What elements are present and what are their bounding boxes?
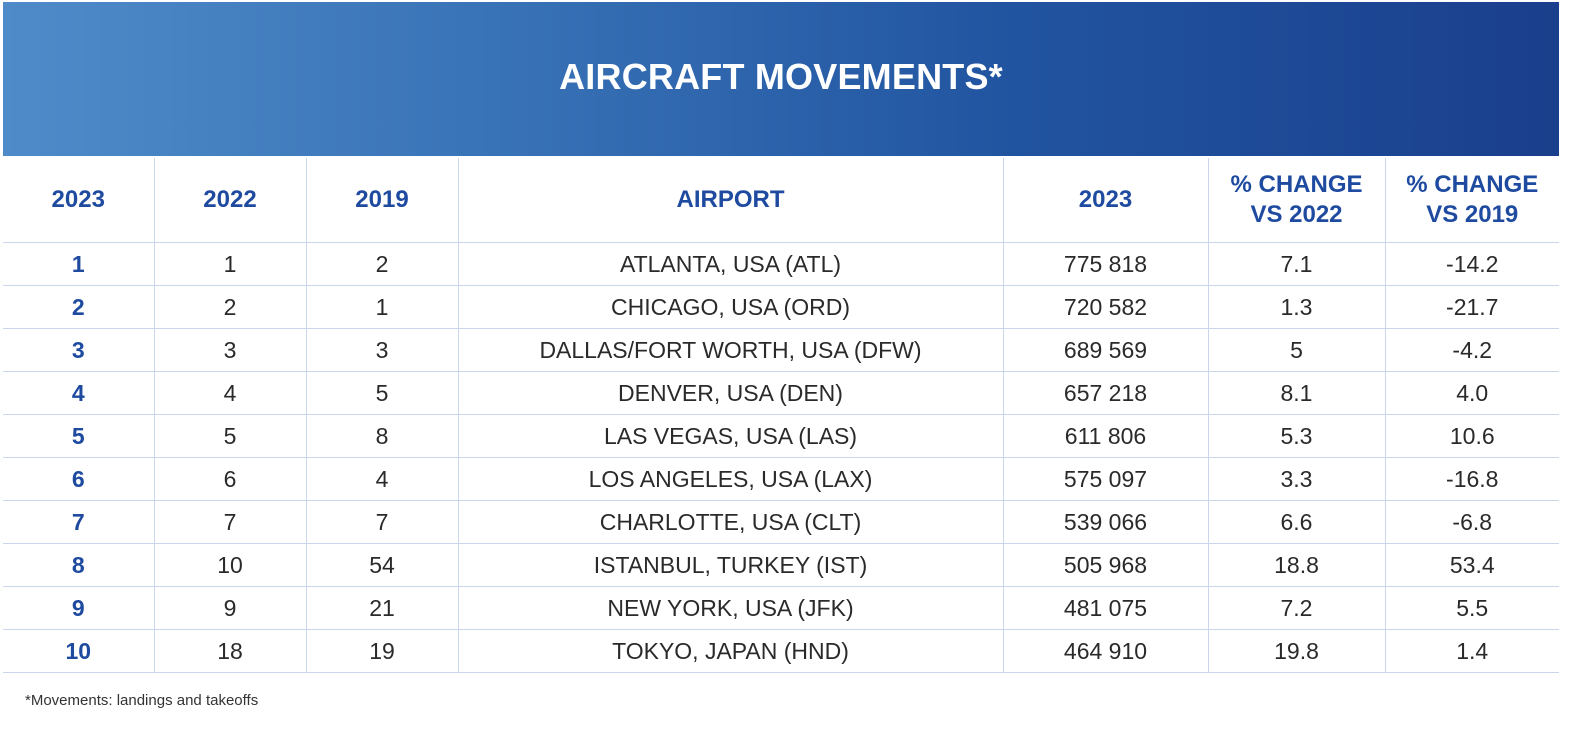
cell-rank-2023: 3 [3,328,155,372]
cell-movements-2023: 689 569 [1002,328,1209,372]
cell-rank-2019: 5 [305,371,459,415]
cell-rank-2023: 2 [3,285,155,329]
cell-change-vs-2019: 53.4 [1384,543,1559,587]
cell-movements-2023: 464 910 [1002,629,1209,673]
table-row: 7 7 7 CHARLOTTE, USA (CLT) 539 066 6.6 -6.8 [3,500,1559,544]
cell-movements-2023: 481 075 [1002,586,1209,630]
cell-rank-2019: 2 [305,242,459,286]
cell-rank-2023: 4 [3,371,155,415]
cell-rank-2022: 5 [153,414,307,458]
cell-change-vs-2022: 1.3 [1207,285,1386,329]
cell-rank-2019: 7 [305,500,459,544]
cell-airport: DENVER, USA (DEN) [457,371,1004,415]
cell-rank-2019: 4 [305,457,459,501]
table-row: 10 18 19 TOKYO, JAPAN (HND) 464 910 19.8 1.4 [3,629,1559,673]
table-title: AIRCRAFT MOVEMENTS* [559,56,1003,97]
cell-rank-2019: 3 [305,328,459,372]
cell-airport: NEW YORK, USA (JFK) [457,586,1004,630]
cell-rank-2022: 6 [153,457,307,501]
cell-airport: DALLAS/FORT WORTH, USA (DFW) [457,328,1004,372]
cell-change-vs-2022: 7.2 [1207,586,1386,630]
cell-airport: ISTANBUL, TURKEY (IST) [457,543,1004,587]
cell-airport: ATLANTA, USA (ATL) [457,242,1004,286]
cell-rank-2022: 7 [153,500,307,544]
cell-change-vs-2022: 5.3 [1207,414,1386,458]
header-change-vs-2019-line2: VS 2019 [1426,201,1519,228]
cell-change-vs-2019: -21.7 [1384,285,1559,329]
table-row: 4 4 5 DENVER, USA (DEN) 657 218 8.1 4.0 [3,371,1559,415]
header-rank-2022: 2022 [153,158,307,243]
cell-movements-2023: 505 968 [1002,543,1209,587]
cell-change-vs-2022: 7.1 [1207,242,1386,286]
cell-movements-2023: 775 818 [1002,242,1209,286]
header-change-vs-2019-line1: % CHANGE [1406,171,1539,198]
cell-change-vs-2019: 10.6 [1384,414,1559,458]
cell-rank-2022: 2 [153,285,307,329]
cell-change-vs-2019: 1.4 [1384,629,1559,673]
cell-airport: TOKYO, JAPAN (HND) [457,629,1004,673]
movements-table: 2023 2022 2019 AIRPORT 2023 % CHANGE VS … [3,158,1559,673]
cell-rank-2023: 1 [3,242,155,286]
cell-rank-2023: 9 [3,586,155,630]
cell-rank-2022: 1 [153,242,307,286]
cell-change-vs-2022: 3.3 [1207,457,1386,501]
cell-rank-2019: 8 [305,414,459,458]
cell-change-vs-2019: -16.8 [1384,457,1559,501]
aircraft-movements-table-card: AIRCRAFT MOVEMENTS* 2023 2022 2019 AIRPO… [3,2,1559,720]
cell-rank-2022: 9 [153,586,307,630]
cell-rank-2023: 8 [3,543,155,587]
cell-airport: CHARLOTTE, USA (CLT) [457,500,1004,544]
table-row: 3 3 3 DALLAS/FORT WORTH, USA (DFW) 689 569 5-… [3,328,1559,372]
cell-rank-2023: 6 [3,457,155,501]
header-change-vs-2022-line1: % CHANGE [1230,171,1363,198]
cell-change-vs-2019: -6.8 [1384,500,1559,544]
cell-rank-2022: 4 [153,371,307,415]
header-row: 2023 2022 2019 AIRPORT 2023 % CHANGE VS … [3,158,1559,243]
cell-change-vs-2022: 8.1 [1207,371,1386,415]
cell-change-vs-2022: 19.8 [1207,629,1386,673]
table-row: 5 5 8 LAS VEGAS, USA (LAS) 611 806 5.3 10.6 [3,414,1559,458]
header-change-vs-2022: % CHANGE VS 2022 [1207,158,1386,243]
cell-change-vs-2019: 4.0 [1384,371,1559,415]
table-body: 1 1 2 ATLANTA, USA (ATL) 775 818 7.1 -14.2 2 2 1 C… [3,242,1559,673]
cell-movements-2023: 575 097 [1002,457,1209,501]
cell-movements-2023: 539 066 [1002,500,1209,544]
cell-rank-2022: 3 [153,328,307,372]
title-banner: AIRCRAFT MOVEMENTS* [3,2,1559,156]
cell-rank-2019: 1 [305,285,459,329]
cell-rank-2023: 7 [3,500,155,544]
cell-airport: CHICAGO, USA (ORD) [457,285,1004,329]
cell-change-vs-2019: 5.5 [1384,586,1559,630]
header-rank-2023: 2023 [3,158,155,243]
header-airport: AIRPORT [457,158,1004,243]
table-row: 8 10 54 ISTANBUL, TURKEY (IST) 505 968 18.8 53… [3,543,1559,587]
cell-change-vs-2019: -14.2 [1384,242,1559,286]
cell-movements-2023: 657 218 [1002,371,1209,415]
header-movements-2023: 2023 [1002,158,1209,243]
table-row: 2 2 1 CHICAGO, USA (ORD) 720 582 1.3 -21.7 [3,285,1559,329]
cell-change-vs-2022: 6.6 [1207,500,1386,544]
cell-rank-2023: 10 [3,629,155,673]
cell-change-vs-2022: 18.8 [1207,543,1386,587]
table-row: 6 6 4 LOS ANGELES, USA (LAX) 575 097 3.3 -16.8 [3,457,1559,501]
cell-rank-2023: 5 [3,414,155,458]
cell-airport: LOS ANGELES, USA (LAX) [457,457,1004,501]
cell-change-vs-2019: -4.2 [1384,328,1559,372]
cell-airport: LAS VEGAS, USA (LAS) [457,414,1004,458]
cell-movements-2023: 611 806 [1002,414,1209,458]
footnote: *Movements: landings and takeoffs [25,692,259,709]
cell-rank-2022: 18 [153,629,307,673]
header-rank-2019: 2019 [305,158,459,243]
cell-movements-2023: 720 582 [1002,285,1209,329]
cell-rank-2019: 54 [305,543,459,587]
header-change-vs-2019: % CHANGE VS 2019 [1384,158,1559,243]
cell-rank-2019: 19 [305,629,459,673]
header-change-vs-2022-line2: VS 2022 [1250,201,1343,228]
cell-change-vs-2022: 5 [1207,328,1386,372]
cell-rank-2019: 21 [305,586,459,630]
cell-rank-2022: 10 [153,543,307,587]
table-row: 9 9 21 NEW YORK, USA (JFK) 481 075 7.2 5.5 [3,586,1559,630]
table-row: 1 1 2 ATLANTA, USA (ATL) 775 818 7.1 -14.2 [3,242,1559,286]
